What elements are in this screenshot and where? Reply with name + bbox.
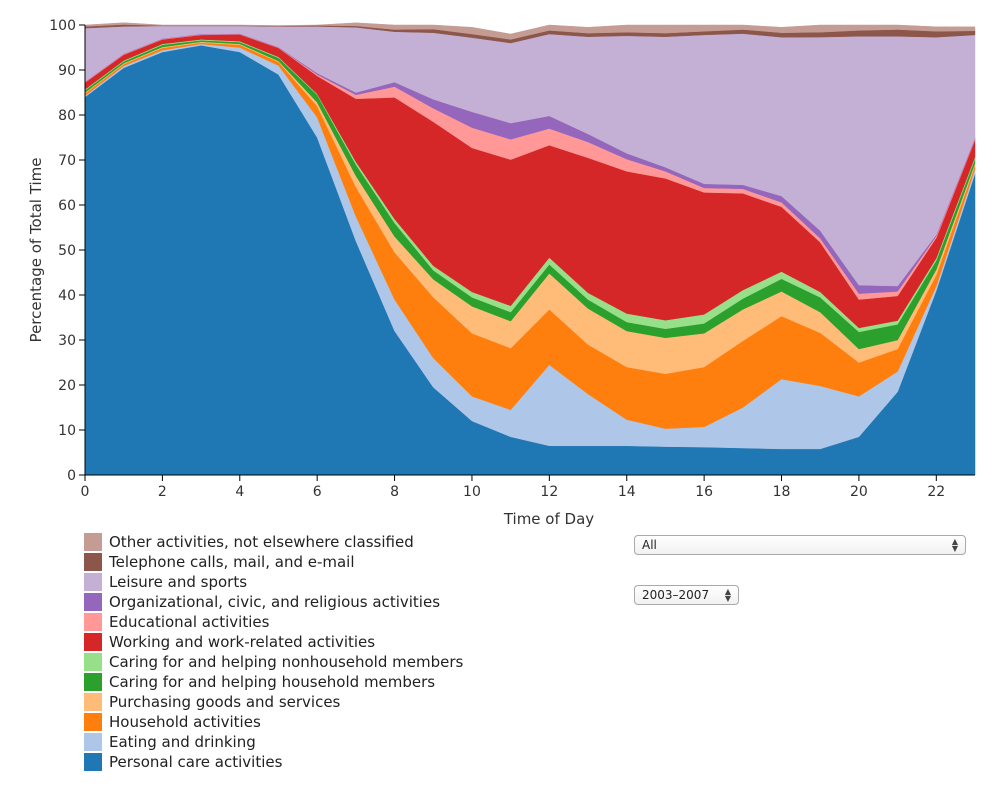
x-tick-label: 22 [927,484,945,500]
legend-label: Household activities [109,713,261,731]
y-tick-label: 50 [58,243,76,259]
legend-label: Working and work-related activities [109,633,376,651]
legend-swatch [84,573,102,591]
x-axis-label: Time of Day [503,510,594,528]
period-select-value: 2003–2007 [642,588,710,602]
x-tick-label: 20 [850,484,868,500]
y-axis-label: Percentage of Total Time [27,158,45,343]
legend-label: Educational activities [109,613,270,631]
legend-swatch [84,613,102,631]
x-tick-label: 2 [158,484,167,500]
y-tick-label: 10 [58,423,76,439]
y-tick-label: 80 [58,108,76,124]
y-tick-label: 60 [58,198,76,214]
x-tick-label: 12 [540,484,558,500]
legend-item: Telephone calls, mail, and e-mail [84,552,463,572]
legend-item: Purchasing goods and services [84,692,463,712]
legend-label: Purchasing goods and services [109,693,341,711]
legend-item: Household activities [84,712,463,732]
legend-item: Working and work-related activities [84,632,463,652]
select-arrows-icon: ▲ ▼ [951,537,958,553]
x-tick-label: 16 [695,484,713,500]
legend-item: Caring for and helping nonhousehold memb… [84,652,463,672]
y-tick-label: 100 [49,18,76,34]
legend-swatch [84,693,102,711]
legend-item: Eating and drinking [84,732,463,752]
legend-label: Eating and drinking [109,733,256,751]
activity-filter-value: All [642,538,657,552]
legend-item: Educational activities [84,612,463,632]
x-tick-label: 8 [390,484,399,500]
x-tick-label: 0 [81,484,90,500]
legend-swatch [84,653,102,671]
y-tick-label: 90 [58,63,76,79]
legend-label: Other activities, not elsewhere classifi… [109,533,414,551]
select-arrows-icon: ▲ ▼ [724,587,731,603]
x-axis: 0 2 4 6 8 10 12 14 16 18 20 22 [81,474,975,500]
area-series-11 [84,22,976,40]
chart-legend: Other activities, not elsewhere classifi… [84,532,463,772]
y-tick-label: 70 [58,153,76,169]
legend-label: Organizational, civic, and religious act… [109,593,441,611]
legend-item: Leisure and sports [84,572,463,592]
legend-swatch [84,633,102,651]
area-layers [84,22,976,476]
x-tick-label: 10 [463,484,481,500]
legend-item: Other activities, not elsewhere classifi… [84,532,463,552]
legend-swatch [84,553,102,571]
legend-label: Personal care activities [109,753,283,771]
y-tick-label: 0 [67,468,76,484]
x-tick-label: 6 [313,484,322,500]
x-tick-label: 14 [618,484,636,500]
legend-swatch [84,533,102,551]
y-tick-label: 30 [58,333,76,349]
y-axis: 0 10 20 30 40 50 60 70 80 90 100 [49,18,86,484]
legend-swatch [84,713,102,731]
legend-swatch [84,593,102,611]
stacked-area-chart: 0 2 4 6 8 10 12 14 16 18 20 22 0 10 20 30 40 50 60 70 80 90 1… [27,18,976,528]
x-tick-label: 4 [235,484,244,500]
legend-label: Telephone calls, mail, and e-mail [109,553,355,571]
x-tick-label: 18 [773,484,791,500]
legend-item: Organizational, civic, and religious act… [84,592,463,612]
legend-swatch [84,733,102,751]
legend-label: Caring for and helping nonhousehold memb… [109,653,464,671]
activity-filter-select[interactable]: All ▲ ▼ [634,535,966,555]
legend-swatch [84,753,102,771]
y-tick-label: 20 [58,378,76,394]
y-tick-label: 40 [58,288,76,304]
legend-swatch [84,673,102,691]
period-select[interactable]: 2003–2007 ▲ ▼ [634,585,739,605]
legend-label: Leisure and sports [109,573,248,591]
legend-item: Caring for and helping household members [84,672,463,692]
legend-item: Personal care activities [84,752,463,772]
legend-label: Caring for and helping household members [109,673,436,691]
